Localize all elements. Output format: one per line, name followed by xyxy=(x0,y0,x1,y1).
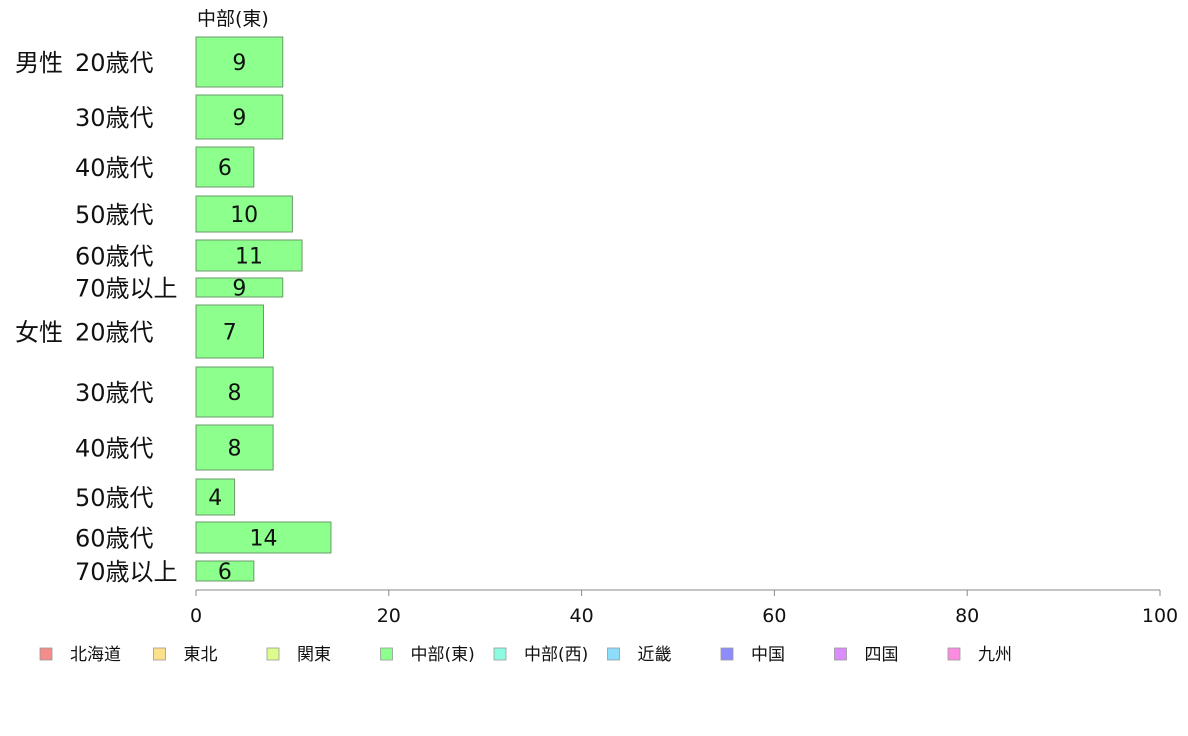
legend-label: 北海道 xyxy=(70,645,121,665)
category-label: 40歳代 xyxy=(75,154,154,182)
legend-swatch xyxy=(266,647,280,661)
bar xyxy=(195,424,274,471)
x-tick-label: 40 xyxy=(570,605,594,627)
bar-value-label: 14 xyxy=(249,527,277,552)
group-label: 男性 xyxy=(15,49,63,77)
bar-value-label: 8 xyxy=(228,381,242,406)
x-tick-label: 0 xyxy=(190,605,202,627)
bar-value-label: 11 xyxy=(235,245,263,270)
category-label: 50歳代 xyxy=(75,201,154,229)
bar-value-label: 7 xyxy=(223,321,237,346)
bar xyxy=(195,521,332,554)
bar-value-label: 8 xyxy=(228,437,242,462)
legend-label: 近畿 xyxy=(638,645,672,665)
bar xyxy=(195,239,303,272)
legend-label: 中国 xyxy=(751,645,785,665)
category-label: 40歳代 xyxy=(75,435,154,463)
category-label: 60歳代 xyxy=(75,525,154,553)
category-label: 70歳以上 xyxy=(75,558,178,586)
bar-value-label: 9 xyxy=(232,51,246,76)
category-labels: 20歳代男性30歳代40歳代50歳代60歳代70歳以上20歳代女性30歳代40歳… xyxy=(15,49,178,586)
legend-label: 東北 xyxy=(184,645,218,665)
bar xyxy=(195,560,255,582)
legend-swatch xyxy=(607,647,620,661)
legend-swatch xyxy=(947,647,961,661)
x-tick-label: 20 xyxy=(377,605,401,627)
legend-label: 四国 xyxy=(865,645,899,665)
legend-swatch xyxy=(493,647,507,661)
bar xyxy=(195,146,255,188)
category-label: 30歳代 xyxy=(75,379,154,407)
legend-swatch xyxy=(720,647,734,661)
bar-value-label: 9 xyxy=(232,106,246,131)
legend-swatch xyxy=(834,647,847,661)
legend-label: 中部(東) xyxy=(411,645,475,665)
bar xyxy=(195,277,284,298)
category-label: 60歳代 xyxy=(75,243,154,271)
x-tick-label: 80 xyxy=(955,605,979,627)
bar xyxy=(195,304,264,359)
legend-swatch xyxy=(153,647,166,661)
category-label: 30歳代 xyxy=(75,104,154,132)
category-label: 70歳以上 xyxy=(75,275,178,303)
bar xyxy=(195,94,284,140)
bar-value-label: 6 xyxy=(218,560,232,585)
bar xyxy=(195,195,293,233)
bar-value-label: 6 xyxy=(218,156,232,181)
x-tick-label: 100 xyxy=(1142,605,1178,627)
group-label: 女性 xyxy=(15,319,63,347)
bar-value-label: 9 xyxy=(232,277,246,302)
panel-title: 中部(東) xyxy=(197,8,269,30)
bar xyxy=(195,478,236,516)
bar xyxy=(195,366,274,418)
x-tick-label: 60 xyxy=(762,605,786,627)
category-label: 50歳代 xyxy=(75,484,154,512)
legend-label: 関東 xyxy=(297,645,331,665)
bar-value-label: 4 xyxy=(208,486,222,511)
legend-swatch xyxy=(39,647,53,661)
category-label: 20歳代 xyxy=(75,49,154,77)
legend: 北海道 東北 関東 中部(東) 中部(西) 近畿 中国 四国 九州 xyxy=(39,645,1012,665)
bar-value-label: 10 xyxy=(230,203,258,228)
legend-swatch xyxy=(380,647,393,661)
x-axis: 0 20 40 60 80 100 xyxy=(190,589,1178,627)
legend-label: 中部(西) xyxy=(524,645,588,665)
bar xyxy=(195,36,284,88)
legend-label: 九州 xyxy=(978,645,1012,665)
category-label: 20歳代 xyxy=(75,319,154,347)
